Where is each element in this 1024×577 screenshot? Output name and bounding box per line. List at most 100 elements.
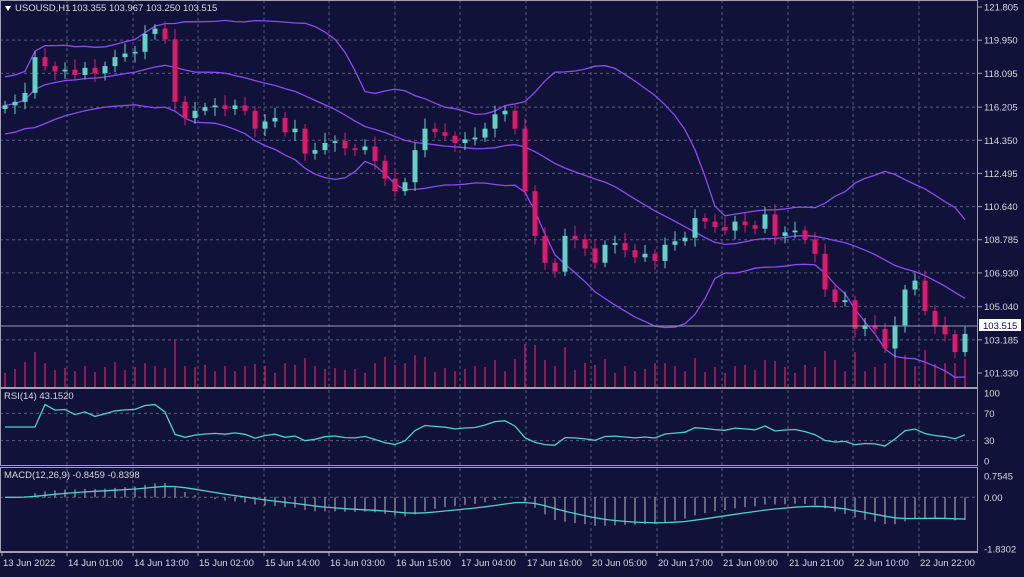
candle-body xyxy=(252,110,258,129)
candle-body xyxy=(182,101,188,118)
candle-body xyxy=(12,101,18,106)
price-tick-label: 106.930 xyxy=(984,268,1018,279)
time-axis[interactable]: 13 Jun 2022 14 Jun 01:00 14 Jun 13:00 15 Ju… xyxy=(0,552,978,569)
price-axis[interactable]: 121.805 119.950 118.095 116.205 114.350 112.4… xyxy=(978,3,1018,380)
candle-body xyxy=(512,110,518,129)
candle-body xyxy=(332,141,338,143)
grid-lines xyxy=(0,0,978,552)
price-tick-label: 108.785 xyxy=(984,235,1018,246)
time-tick-label: 22 Jun 10:00 xyxy=(854,558,909,569)
time-tick-label: 20 Jun 05:00 xyxy=(592,558,647,569)
candle-body xyxy=(232,105,238,109)
candle-body xyxy=(942,325,948,335)
price-tick-label: 112.495 xyxy=(984,169,1018,180)
candle-body xyxy=(72,69,78,76)
candle-body xyxy=(782,232,788,236)
time-tick-label: 13 Jun 2022 xyxy=(3,558,55,569)
candle-body xyxy=(112,57,118,67)
candle-body xyxy=(452,135,458,143)
candle-body xyxy=(162,28,168,40)
rsi-tick-label: 30 xyxy=(984,436,995,447)
rsi-title: RSI(14) 43.1520 xyxy=(4,391,74,402)
candle-body xyxy=(962,333,968,353)
candle-body xyxy=(802,230,808,240)
candle-body xyxy=(342,141,348,149)
candle-body xyxy=(492,114,498,129)
candle-body xyxy=(722,226,728,231)
candle-body xyxy=(852,300,858,329)
dropdown-triangle-icon[interactable] xyxy=(5,6,11,11)
macd-tick-label: 0.7545 xyxy=(984,472,1013,483)
candle-body xyxy=(842,300,848,303)
current-price-box xyxy=(979,319,1021,331)
candle-body xyxy=(282,117,288,133)
main-panel-frame xyxy=(0,0,978,388)
time-tick-label: 14 Jun 01:00 xyxy=(68,558,123,569)
time-tick-label: 21 Jun 21:00 xyxy=(789,558,844,569)
candle-body xyxy=(882,328,888,349)
time-tick-label: 17 Jun 16:00 xyxy=(527,558,582,569)
price-tick-label: 119.950 xyxy=(984,36,1018,47)
candle-body xyxy=(922,280,928,311)
candle-body xyxy=(672,241,678,245)
candle-body xyxy=(562,235,568,272)
candle-body xyxy=(642,253,648,258)
macd-panel: 0.7545 0.00 -1.8302 xyxy=(0,472,1016,556)
rsi-tick-label: 0 xyxy=(984,457,989,468)
candle-body xyxy=(402,182,408,192)
candle-body xyxy=(82,67,88,76)
candle-body xyxy=(102,66,108,74)
macd-tick-label: -1.8302 xyxy=(984,545,1016,556)
candle-body xyxy=(292,128,298,133)
time-tick-label: 22 Jun 22:00 xyxy=(920,558,975,569)
price-tick-label: 118.095 xyxy=(984,69,1018,80)
rsi-tick-label: 100 xyxy=(984,389,1000,400)
candle-body xyxy=(262,121,268,129)
candle-body xyxy=(792,230,798,233)
candle-body xyxy=(502,110,508,115)
time-tick-label: 17 Jun 04:00 xyxy=(461,558,516,569)
candle-body xyxy=(912,280,918,290)
current-price-label: 103.515 xyxy=(983,321,1017,332)
candle-body xyxy=(752,225,758,229)
candle-body xyxy=(372,146,378,161)
candle-body xyxy=(62,69,68,72)
candle-body xyxy=(712,221,718,227)
price-tick-label: 101.330 xyxy=(984,369,1018,380)
price-tick-label: 114.350 xyxy=(984,136,1018,147)
candle-body xyxy=(412,150,418,183)
candle-body xyxy=(602,244,608,263)
candle-body xyxy=(812,239,818,254)
candle-body xyxy=(272,117,278,122)
candle-body xyxy=(552,262,558,272)
candle-body xyxy=(92,67,98,74)
candle-body xyxy=(862,325,868,329)
time-tick-label: 15 Jun 02:00 xyxy=(199,558,254,569)
time-tick-label: 16 Jun 03:00 xyxy=(330,558,385,569)
price-tick-label: 121.805 xyxy=(984,3,1018,14)
time-tick-label: 14 Jun 13:00 xyxy=(134,558,189,569)
candle-body xyxy=(632,250,638,258)
candle-body xyxy=(132,51,138,54)
candle-body xyxy=(732,221,738,231)
ohlc-values: 103.355 103.967 103.250 103.515 xyxy=(72,3,217,14)
candle-body xyxy=(362,146,368,151)
candle-body xyxy=(622,243,628,251)
candle-body xyxy=(662,244,668,261)
candle-body xyxy=(592,248,598,263)
volume-bars xyxy=(4,340,966,387)
candle-body xyxy=(482,128,488,138)
price-tick-label: 116.205 xyxy=(984,103,1018,114)
candle-body xyxy=(612,243,618,245)
symbol-label: USOUSD,H1 xyxy=(15,3,70,14)
candle-body xyxy=(32,57,38,93)
rsi-line xyxy=(5,403,966,447)
macd-panel-frame xyxy=(0,467,978,552)
time-tick-label: 16 Jun 15:00 xyxy=(396,558,451,569)
candle-body xyxy=(152,28,158,34)
candle-body xyxy=(142,33,148,52)
candle-body xyxy=(872,325,878,329)
candle-body xyxy=(702,218,708,222)
